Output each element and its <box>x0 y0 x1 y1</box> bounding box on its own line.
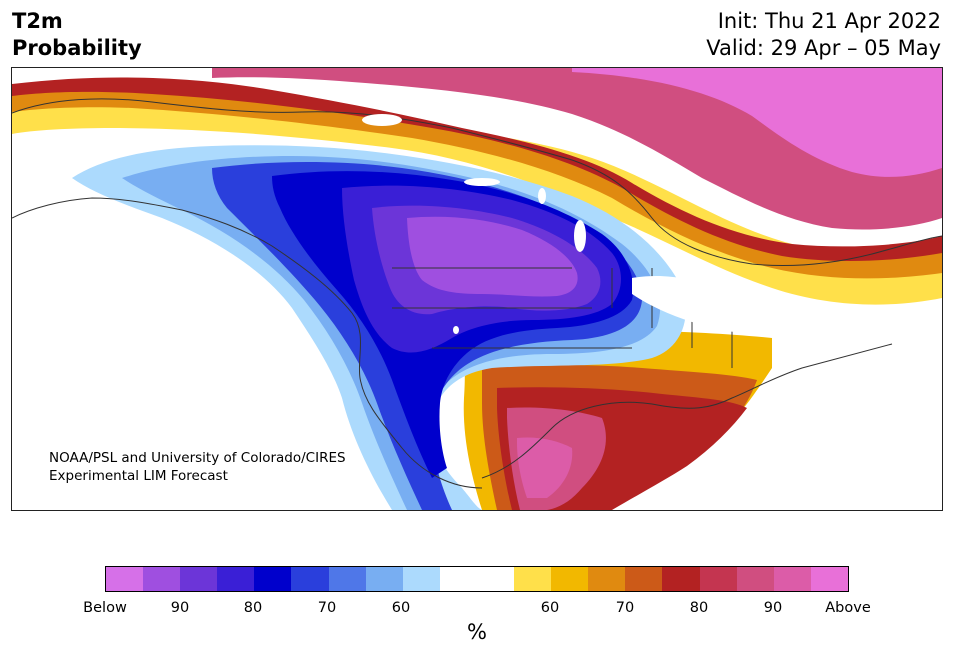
tick-above-80: 80 <box>689 600 709 616</box>
warm-band <box>12 68 942 510</box>
colorbar-above-0 <box>514 567 552 591</box>
map-title: T2m Probability <box>12 8 142 62</box>
init-date: Init: Thu 21 Apr 2022 <box>717 9 941 33</box>
colorbar-below-2 <box>180 567 218 591</box>
lakes <box>362 114 772 334</box>
colorbar-above-3 <box>625 567 663 591</box>
colorbar-above-1 <box>551 567 589 591</box>
colorbar-below-8 <box>402 567 440 591</box>
colorbar-below-7 <box>365 567 403 591</box>
colorbar <box>105 566 849 592</box>
map-canvas <box>12 68 942 510</box>
colorbar-above-7 <box>773 567 811 591</box>
colorbar-below-5 <box>291 567 329 591</box>
tick-above-90: 90 <box>763 600 783 616</box>
tick-below-80: 80 <box>243 600 263 616</box>
tick-above-70: 70 <box>615 600 635 616</box>
tick-above-60: 60 <box>540 600 560 616</box>
colorbar-below-1 <box>143 567 181 591</box>
tick-above: Above <box>825 600 871 616</box>
cold-region <box>72 145 686 510</box>
variable-label: T2m <box>12 9 63 33</box>
credit-line-2: Experimental LIM Forecast <box>49 468 228 484</box>
colorbar-unit: % <box>467 620 487 644</box>
land-outlines <box>12 98 942 489</box>
colorbar-above-2 <box>588 567 626 591</box>
colorbar-neutral <box>439 567 515 591</box>
valid-range: Valid: 29 Apr – 05 May <box>706 36 941 60</box>
colorbar-below-4 <box>254 567 292 591</box>
colorbar-below-6 <box>328 567 366 591</box>
colorbar-above-5 <box>699 567 737 591</box>
colorbar-below-3 <box>217 567 255 591</box>
credit-text: NOAA/PSL and University of Colorado/CIRE… <box>49 449 346 485</box>
tick-below-60: 60 <box>391 600 411 616</box>
credit-line-1: NOAA/PSL and University of Colorado/CIRE… <box>49 450 346 466</box>
colorbar-above-8 <box>810 567 848 591</box>
tick-below-70: 70 <box>317 600 337 616</box>
tick-below-90: 90 <box>170 600 190 616</box>
product-label: Probability <box>12 36 142 60</box>
forecast-map <box>11 67 943 511</box>
tick-below: Below <box>83 600 127 616</box>
colorbar-above-4 <box>662 567 700 591</box>
colorbar-below-0 <box>106 567 144 591</box>
date-info: Init: Thu 21 Apr 2022 Valid: 29 Apr – 05… <box>706 8 941 62</box>
colorbar-above-6 <box>736 567 774 591</box>
